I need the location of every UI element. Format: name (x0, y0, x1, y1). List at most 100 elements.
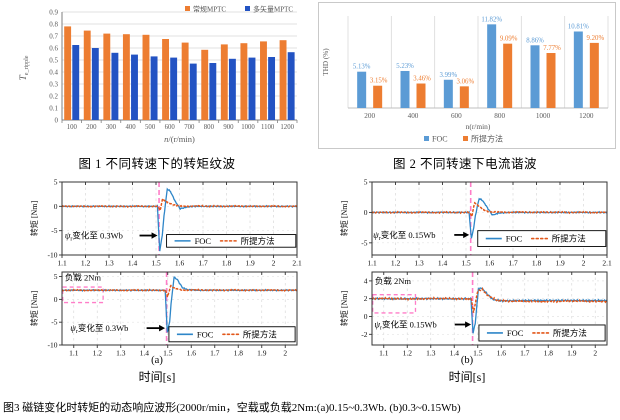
svg-text:0: 0 (364, 208, 368, 217)
annotation-arrowhead (463, 231, 470, 239)
bar-多矢量MPTC (228, 58, 236, 120)
svg-text:1.7: 1.7 (508, 259, 518, 268)
svg-text:FOC: FOC (195, 236, 212, 246)
bar-FOC (357, 71, 367, 108)
svg-text:1.3: 1.3 (426, 349, 436, 358)
plot-border (61, 271, 298, 346)
bar-proposed (373, 85, 383, 108)
svg-text:1.4: 1.4 (438, 259, 448, 268)
svg-text:400: 400 (125, 124, 136, 131)
svg-text:2: 2 (364, 294, 368, 303)
fig2-caption: 图 2 不同转速下电流谐波 (392, 157, 537, 171)
proposed-line (372, 286, 607, 313)
bar-常规MPTC (103, 33, 111, 120)
svg-text:所提方法: 所提方法 (243, 329, 277, 339)
svg-text:4: 4 (364, 276, 368, 285)
subplot-label-b: (b) (460, 355, 474, 366)
bar-多矢量MPTC (72, 45, 80, 120)
fig3-xlabel-right: 时间[s] (448, 370, 486, 384)
svg-text:1.5: 1.5 (461, 259, 471, 268)
bar-proposed (589, 42, 599, 109)
svg-text:1.8: 1.8 (544, 349, 554, 358)
svg-text:200: 200 (86, 124, 97, 131)
fig1-y-axis-label: Te_ripple (19, 55, 30, 80)
legend-swatch (463, 136, 468, 141)
fig3-caption: 图3 磁链变化时转矩的动态响应波形(2000r/min，空载或负载2Nm:(a)… (3, 402, 461, 414)
bar-常规MPTC (162, 39, 170, 120)
svg-text:所提方法: 所提方法 (471, 134, 503, 144)
fig3-y-axis-label: 转矩 [Nm] (339, 291, 349, 327)
svg-text:所提方法: 所提方法 (241, 236, 275, 246)
bar-proposed (416, 83, 426, 108)
svg-text:2: 2 (283, 349, 287, 358)
data-label: 9.20% (587, 35, 605, 42)
svg-text:0.2: 0.2 (49, 92, 58, 100)
bar-多矢量MPTC (248, 57, 256, 120)
svg-text:-5: -5 (361, 238, 367, 247)
svg-text:1.3: 1.3 (414, 259, 424, 268)
bar-多矢量MPTC (131, 54, 138, 120)
bar-常规MPTC (64, 26, 72, 120)
svg-text:1.1: 1.1 (379, 349, 389, 358)
svg-text:0.3: 0.3 (49, 80, 58, 88)
bar-FOC (573, 31, 583, 109)
chart-border (318, 2, 616, 149)
svg-text:0.7: 0.7 (49, 32, 58, 40)
svg-text:2: 2 (593, 349, 597, 358)
svg-text:0.6: 0.6 (49, 44, 58, 52)
svg-text:900: 900 (223, 124, 234, 131)
svg-text:0.8: 0.8 (49, 20, 58, 28)
svg-text:1.3: 1.3 (104, 259, 114, 268)
subplot-legend: FOC 所提方法 (477, 230, 607, 247)
svg-text:0: 0 (55, 116, 59, 124)
load-highlight-box (372, 294, 417, 314)
svg-text:600: 600 (165, 124, 176, 131)
svg-text:所提方法: 所提方法 (552, 234, 586, 244)
svg-text:1.6: 1.6 (497, 349, 507, 358)
svg-text:800: 800 (204, 124, 215, 131)
svg-text:1000: 1000 (536, 112, 551, 120)
svg-text:1.7: 1.7 (198, 259, 208, 268)
svg-text:1100: 1100 (261, 124, 275, 131)
svg-text:2.1: 2.1 (602, 259, 612, 268)
fig3-subplot-a-top: 1.1 1.2 1.3 1.4 1.5 1.6 1.7 1.8 1.9 2 2.1 5 0 -5 -10 转矩… (29, 178, 302, 268)
svg-text:1.1: 1.1 (367, 259, 377, 268)
svg-text:0.5: 0.5 (49, 56, 58, 64)
svg-text:1200: 1200 (280, 124, 294, 131)
annotation-arrowhead (465, 321, 472, 328)
annotation-arrowhead (159, 324, 166, 332)
svg-text:常规MPTC: 常规MPTC (193, 4, 226, 13)
svg-text:FOC: FOC (197, 329, 214, 339)
svg-text:所提方法: 所提方法 (553, 328, 587, 338)
fig3-subplot-a-bottom: 1.1 1.2 1.3 1.4 1.5 1.6 1.7 1.8 1.9 2 5 0 -5 -10 转矩 [N… (29, 271, 298, 358)
fig1-torque-ripple-bar-chart: 0 0.1 0.2 0.3 0.4 0.5 0.6 0.7 0.8 0.9 100 200 300 400… (19, 4, 298, 144)
proposed-line (62, 197, 297, 213)
svg-text:0.4: 0.4 (49, 68, 58, 76)
svg-text:1.5: 1.5 (151, 259, 161, 268)
fig2-x-axis-label: n(r/min) (466, 122, 491, 131)
svg-text:5: 5 (54, 272, 58, 281)
svg-text:1.3: 1.3 (116, 349, 126, 358)
svg-text:1.6: 1.6 (485, 259, 495, 268)
svg-text:1.8: 1.8 (532, 259, 542, 268)
bar-常规MPTC (142, 34, 150, 120)
data-label: 5.23% (396, 63, 414, 70)
subplot-label-a: (a) (151, 355, 163, 366)
bar-常规MPTC (181, 42, 189, 120)
plot-border (371, 271, 608, 346)
svg-text:100: 100 (67, 124, 78, 131)
bar-FOC (487, 24, 497, 108)
svg-text:1.4: 1.4 (140, 349, 150, 358)
data-label: 9.09% (500, 36, 518, 43)
fig3-subplot-b-top: 1.1 1.2 1.3 1.4 1.5 1.6 1.7 1.8 1.9 2 2.1 5 0 -5 转矩 [N… (339, 178, 612, 268)
data-label: 10.81% (568, 23, 589, 30)
bar-多矢量MPTC (209, 63, 217, 120)
svg-text:1.1: 1.1 (57, 259, 67, 268)
data-label: 3.06% (457, 78, 475, 85)
bar-常规MPTC (279, 40, 287, 121)
data-label: 5.13% (353, 64, 371, 71)
bar-proposed (459, 86, 469, 108)
svg-text:0: 0 (54, 202, 58, 211)
bar-多矢量MPTC (91, 48, 99, 120)
bar-常规MPTC (122, 34, 130, 121)
